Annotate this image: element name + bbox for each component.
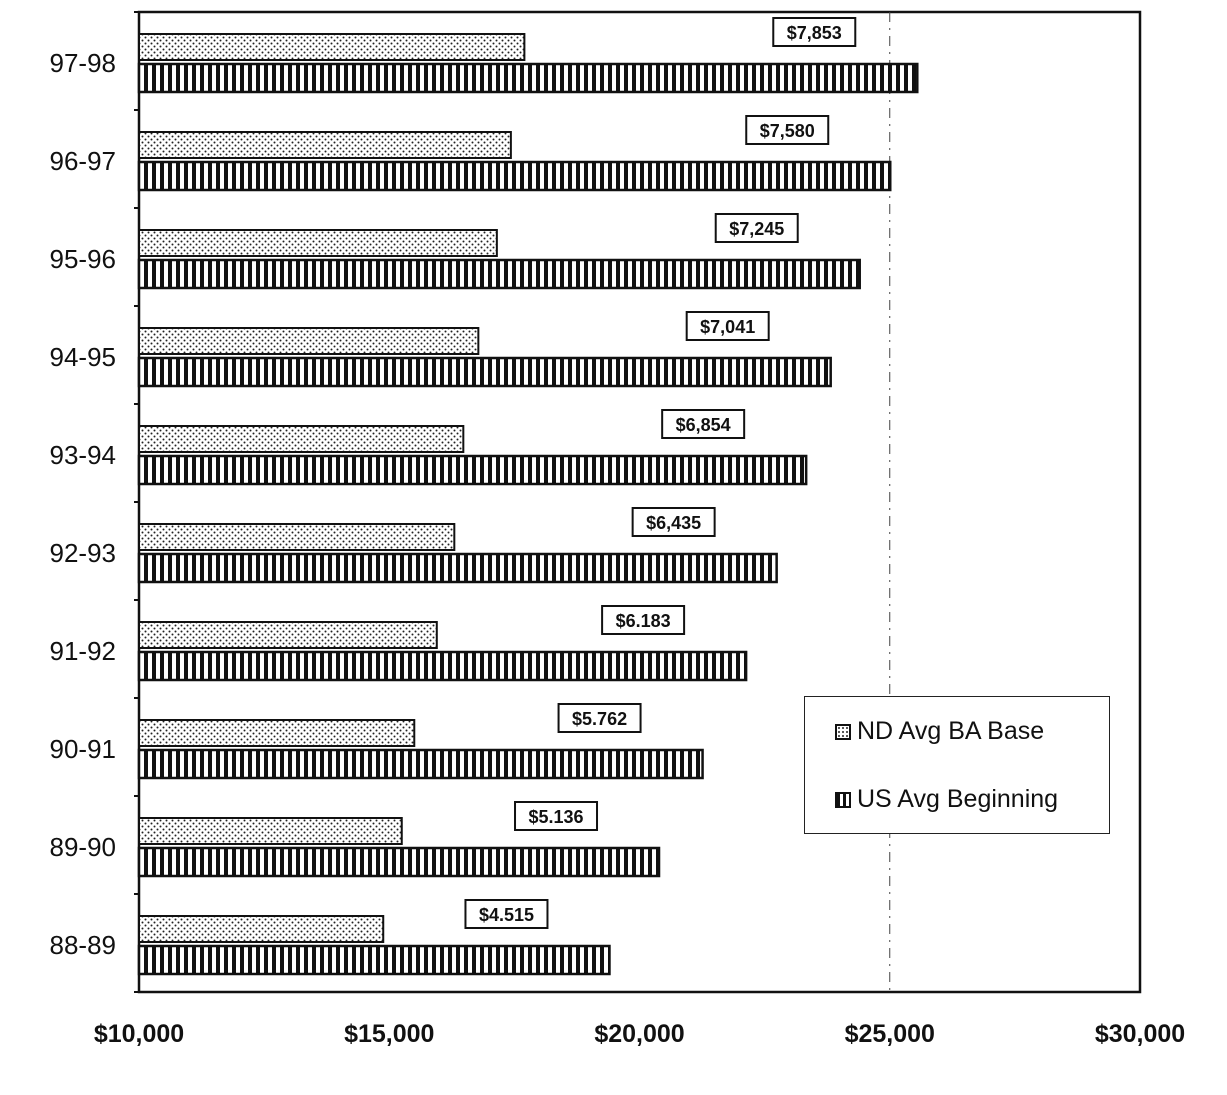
nd-bar	[138, 327, 480, 355]
us-bar	[137, 944, 611, 976]
difference-label-box	[745, 115, 830, 145]
difference-label: $4.515	[479, 905, 534, 925]
difference-label-box	[557, 703, 642, 733]
difference-label: $6,435	[646, 513, 701, 533]
category-label: 88-89	[50, 930, 117, 960]
difference-label-box	[772, 17, 857, 47]
difference-label-box	[631, 507, 716, 537]
nd-bar	[138, 229, 498, 257]
us-bar	[137, 356, 832, 388]
category-label: 97-98	[50, 48, 117, 78]
difference-label-box	[685, 311, 770, 341]
category-label: 94-95	[50, 342, 117, 372]
nd-bar	[138, 33, 526, 61]
nd-bar	[138, 915, 385, 943]
nd-bar	[138, 817, 403, 845]
category-label: 90-91	[50, 734, 117, 764]
difference-label: $6.183	[616, 611, 671, 631]
difference-label: $7,041	[700, 317, 755, 337]
us-bar	[137, 650, 748, 682]
category-label: 89-90	[50, 832, 117, 862]
nd-bar	[138, 425, 465, 453]
striped-swatch-icon	[835, 791, 851, 808]
difference-label-box	[714, 213, 799, 243]
x-tick-label: $30,000	[1095, 1020, 1185, 1048]
difference-label-box	[514, 801, 599, 831]
x-tick-label: $10,000	[94, 1020, 184, 1048]
category-label: 95-96	[50, 244, 117, 274]
difference-label: $6,854	[676, 415, 731, 435]
x-tick-label: $20,000	[594, 1020, 684, 1048]
legend-label-us: US Avg Beginning	[857, 785, 1059, 813]
x-tick-label: $25,000	[845, 1020, 935, 1048]
us-bar	[137, 160, 892, 192]
difference-label: $5.136	[528, 807, 583, 827]
legend-item-nd: ND Avg BA Base	[835, 717, 1044, 746]
difference-label-box	[661, 409, 746, 439]
us-bar	[137, 454, 808, 486]
category-label: 93-94	[50, 440, 117, 470]
us-bar	[137, 552, 778, 584]
category-label: 92-93	[50, 538, 117, 568]
category-label: 91-92	[50, 636, 117, 666]
us-bar	[137, 258, 861, 290]
legend-label-nd: ND Avg BA Base	[857, 717, 1045, 745]
x-tick-label: $15,000	[344, 1020, 434, 1048]
legend: ND Avg BA Base US Avg Beginning	[804, 696, 1110, 834]
legend-item-us: US Avg Beginning	[835, 785, 1058, 814]
nd-bar	[138, 621, 438, 649]
category-label: 96-97	[50, 146, 117, 176]
difference-label: $7,580	[760, 121, 815, 141]
us-bar	[137, 748, 704, 780]
nd-bar	[138, 719, 416, 747]
us-bar	[137, 62, 919, 94]
difference-label-box	[464, 899, 549, 929]
dotted-swatch-icon	[835, 723, 851, 740]
us-bar	[137, 846, 661, 878]
difference-label-box	[601, 605, 686, 635]
nd-bar	[138, 131, 512, 159]
nd-bar	[138, 523, 456, 551]
difference-label: $5.762	[572, 709, 627, 729]
difference-label: $7,245	[729, 219, 784, 239]
difference-label: $7,853	[787, 23, 842, 43]
